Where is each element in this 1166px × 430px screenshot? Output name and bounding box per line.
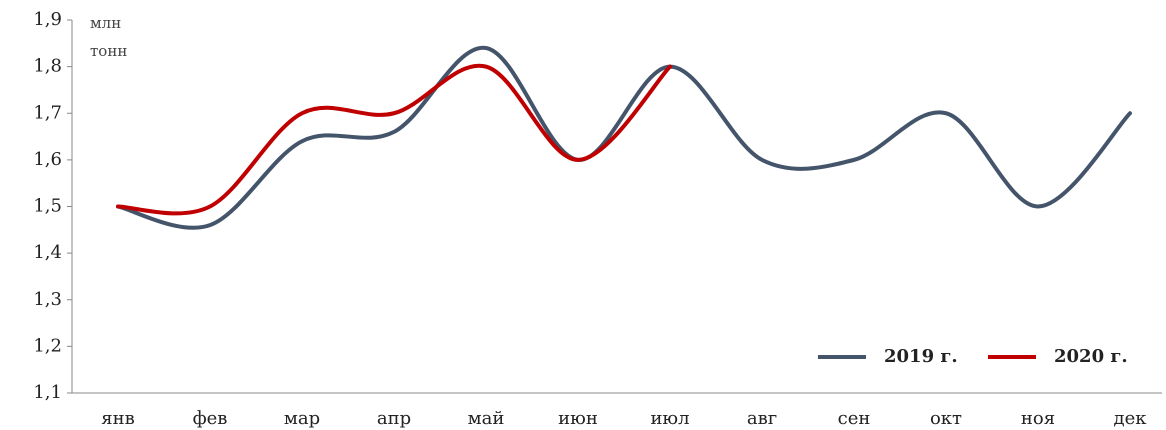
x-tick-label: мар	[284, 408, 320, 429]
y-tick-label: 1,7	[33, 102, 62, 123]
x-tick-label: дек	[1114, 408, 1148, 429]
y-tick-label: 1,2	[33, 335, 62, 356]
y-tick-label: 1,8	[33, 56, 62, 77]
legend-label: 2020 г.	[1054, 346, 1128, 367]
x-tick-label: янв	[101, 408, 135, 429]
x-tick-label: авг	[747, 408, 777, 429]
y-axis-label: тонн	[90, 42, 127, 60]
y-tick-label: 1,1	[33, 382, 62, 403]
y-tick-label: 1,3	[33, 289, 62, 310]
y-tick-label: 1,6	[33, 149, 62, 170]
series-line	[116, 45, 1132, 230]
x-tick-label: ноя	[1021, 408, 1055, 429]
x-tick-label: фев	[193, 408, 228, 429]
y-tick-label: 1,5	[33, 196, 62, 217]
x-tick-label: апр	[377, 408, 411, 429]
x-tick-label: июл	[650, 408, 689, 429]
legend-label: 2019 г.	[884, 346, 958, 367]
x-tick-label: май	[468, 408, 505, 429]
y-tick-label: 1,4	[33, 242, 62, 263]
y-tick-label: 1,9	[33, 9, 62, 30]
x-tick-label: окт	[930, 408, 962, 429]
y-axis-label: млн	[90, 14, 121, 32]
x-tick-label: июн	[558, 408, 598, 429]
x-tick-label: сен	[838, 408, 871, 429]
series-line	[116, 63, 672, 216]
